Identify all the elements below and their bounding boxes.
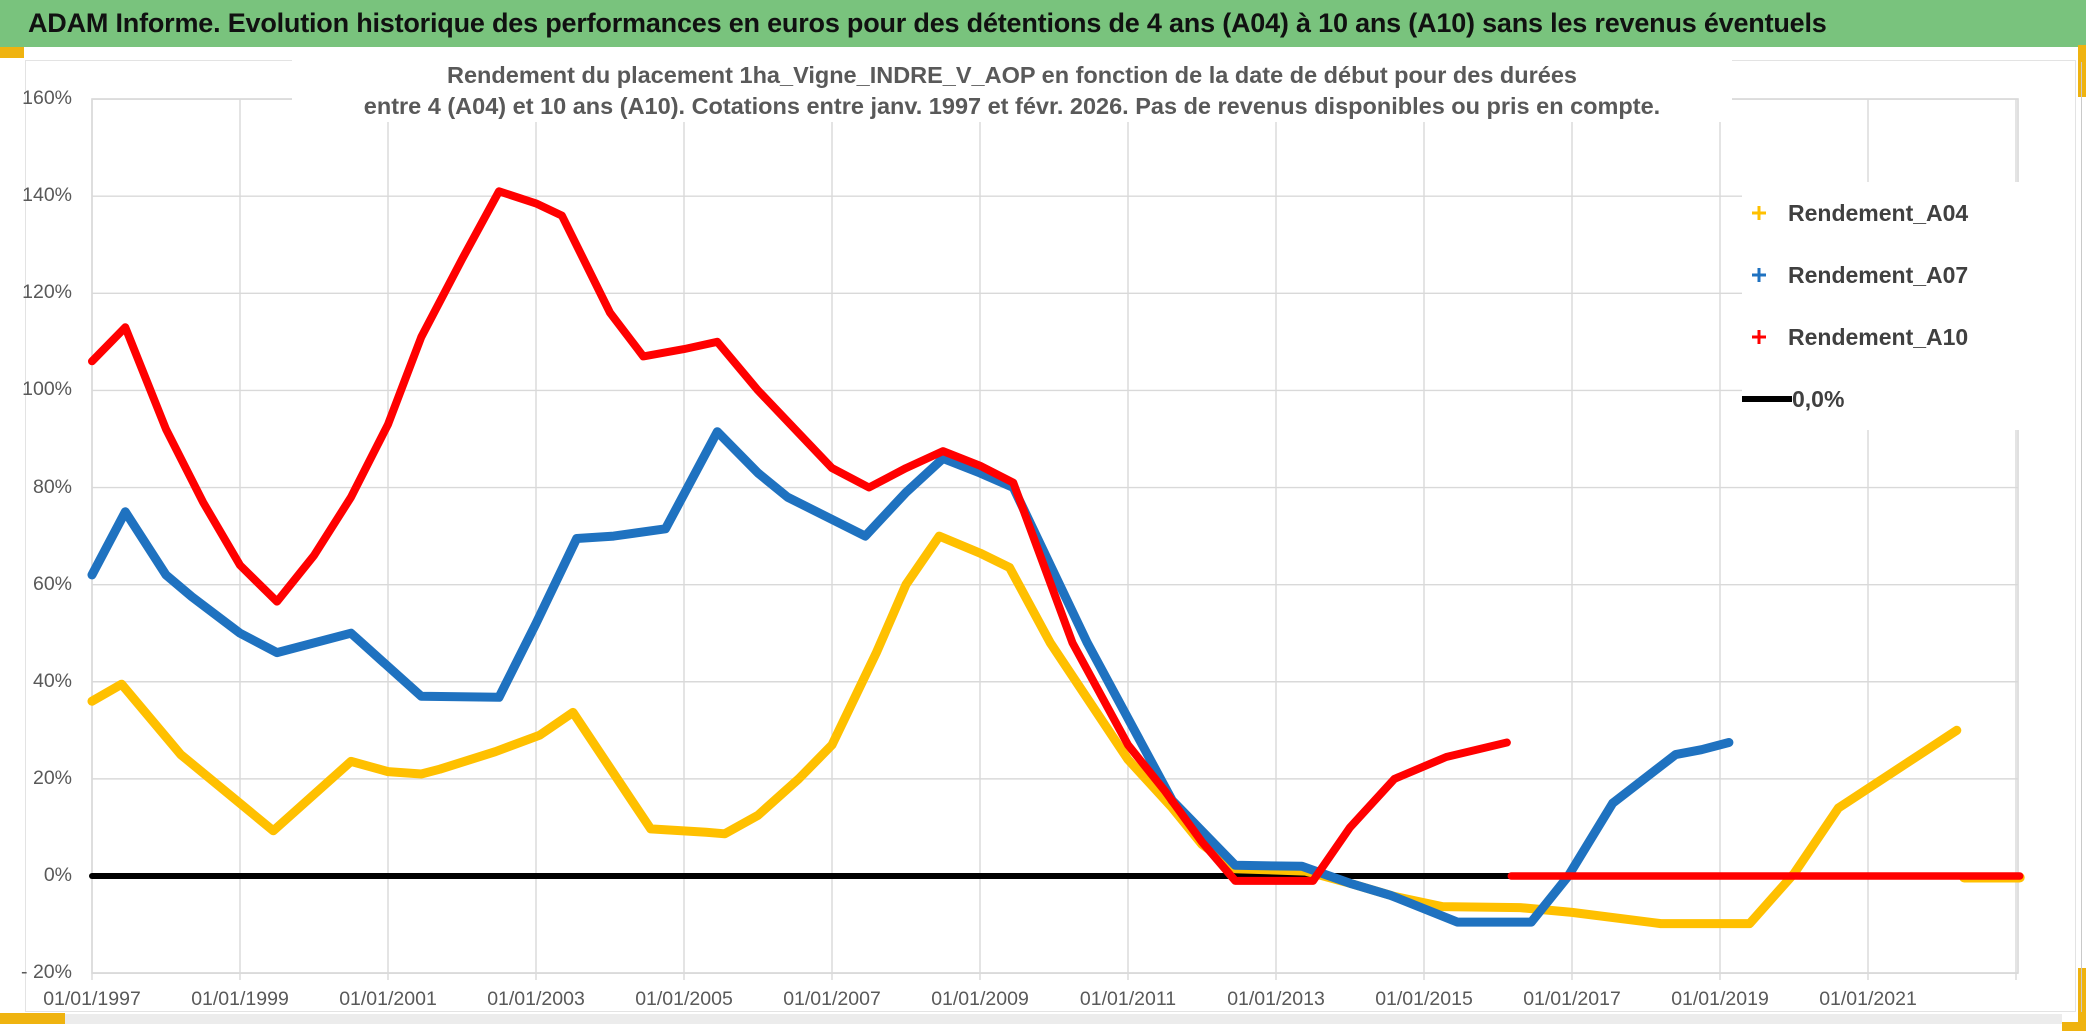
bottom-strip: [0, 1014, 2062, 1024]
y-axis-label: 80%: [32, 475, 72, 498]
x-axis-label: 01/01/2001: [339, 988, 437, 1010]
legend-label: Rendement_A10: [1788, 323, 1969, 350]
legend-line-sample: [1742, 395, 1792, 403]
y-axis-label: 60%: [32, 572, 72, 595]
legend-item-rendement-a10[interactable]: Rendement_A10: [1742, 306, 2022, 368]
chart-title: Rendement du placement 1ha_Vigne_INDRE_V…: [292, 60, 1732, 122]
y-axis-label: 20%: [32, 766, 72, 789]
sheet-right-border: [2081, 62, 2082, 1012]
y-axis-label: 120%: [22, 281, 72, 304]
legend-plus-marker-icon: [1742, 203, 1776, 223]
legend-item-rendement-a07[interactable]: Rendement_A07: [1742, 244, 2022, 306]
gold-accent-right-edge: [2078, 968, 2086, 1031]
legend-label: 0,0%: [1792, 385, 1845, 412]
x-axis-label: 01/01/2021: [1819, 988, 1917, 1010]
legend-item-rendement-a04[interactable]: Rendement_A04: [1742, 182, 2022, 244]
gold-accent-bottom-right: [2062, 1022, 2086, 1031]
x-axis-label: 01/01/2019: [1671, 988, 1769, 1010]
y-axis-label: 0%: [43, 864, 72, 886]
series-rendement-a10-line: [88, 187, 1511, 885]
legend-label: Rendement_A07: [1788, 261, 1969, 288]
x-axis-label: 01/01/2003: [487, 988, 585, 1010]
x-axis-label: 01/01/1997: [43, 988, 141, 1010]
y-axis-label: 160%: [22, 87, 72, 110]
plot-border: [91, 98, 2019, 974]
x-axis-label: 01/01/1999: [191, 988, 289, 1010]
y-axis-label: 40%: [32, 669, 72, 692]
legend: Rendement_A04 Rendement_A07 Rendement_A10 0…: [1742, 182, 2022, 430]
chart-title-line2: entre 4 (A04) et 10 ans (A10). Cotations…: [363, 93, 1661, 119]
x-axis-label: 01/01/2007: [783, 988, 881, 1010]
page-title: ADAM Informe. Evolution historique des p…: [28, 8, 1827, 38]
header-bar: ADAM Informe. Evolution historique des p…: [0, 0, 2086, 47]
legend-plus-marker-icon: [1742, 327, 1776, 347]
series-rendement-a07-line: [87, 427, 1734, 927]
x-axis-label: 01/01/2015: [1375, 988, 1473, 1010]
y-axis-label: 100%: [22, 378, 72, 401]
chart-title-line1: Rendement du placement 1ha_Vigne_INDRE_V…: [447, 62, 1577, 88]
y-axis-label: 140%: [22, 184, 72, 207]
x-axis-label: 01/01/2011: [1079, 988, 1177, 1010]
gold-accent-top-right: [2078, 45, 2086, 97]
x-axis-label: 01/01/2017: [1523, 988, 1621, 1010]
gold-accent-top-left: [0, 47, 24, 58]
legend-item-0-0-[interactable]: 0,0%: [1742, 368, 2022, 430]
legend-label: Rendement_A04: [1788, 199, 1969, 226]
series-rendement-a04-line: [87, 531, 1962, 929]
x-axis-label: 01/01/2013: [1227, 988, 1325, 1010]
y-axis-label: - 20%: [21, 961, 72, 984]
x-axis-label: 01/01/2009: [931, 988, 1029, 1010]
gold-accent-bottom-left: [0, 1013, 65, 1024]
legend-plus-marker-icon: [1742, 265, 1776, 285]
x-axis-label: 01/01/2005: [635, 988, 733, 1010]
